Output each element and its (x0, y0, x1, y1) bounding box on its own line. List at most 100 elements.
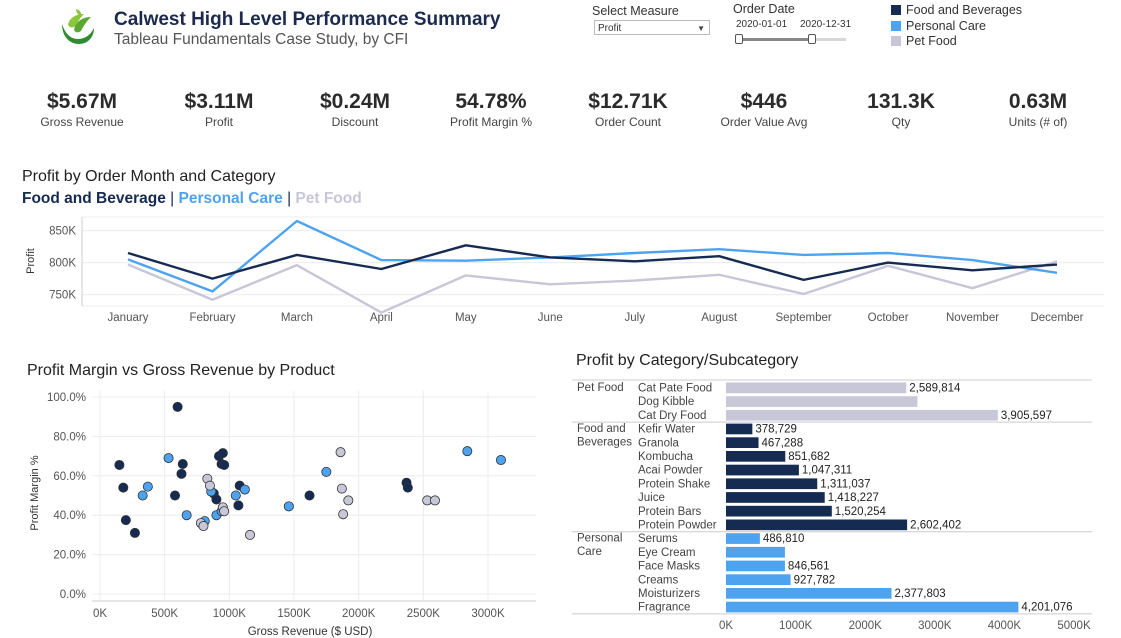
scatter-point[interactable] (495, 455, 506, 466)
scatter-point[interactable] (402, 482, 413, 493)
legend-label: Personal Care (906, 18, 986, 33)
scatter-point[interactable] (176, 468, 187, 479)
scatter-point[interactable] (219, 459, 230, 470)
kpi-card: 54.78% Profit Margin % (423, 90, 559, 129)
y-tick-label: 750K (49, 290, 76, 302)
subcategory-label: Dog Kibble (638, 396, 694, 408)
x-tick-label: 5000K (1057, 620, 1091, 632)
y-tick-label: 40.0% (53, 510, 86, 522)
x-tick-label: 3000K (471, 608, 505, 620)
x-tick-label: December (1030, 312, 1083, 324)
scatter-point[interactable] (211, 494, 222, 505)
legend-item[interactable]: Food and Beverages (891, 3, 1022, 17)
scatter-point[interactable] (230, 490, 241, 501)
x-tick-label: 1000K (779, 620, 813, 632)
subcategory-label: Fragrance (638, 602, 690, 614)
x-tick-label: 3000K (918, 620, 952, 632)
kpi-value: $5.67M (46, 90, 118, 113)
bar[interactable] (726, 464, 799, 476)
order-date-label: Order Date (733, 2, 795, 16)
bar[interactable] (726, 505, 832, 517)
scatter-point[interactable] (219, 506, 230, 517)
bar[interactable] (726, 588, 892, 599)
kpi-value: $3.11M (184, 90, 254, 113)
scatter-point[interactable] (177, 458, 188, 469)
legend-food-and-beverage[interactable]: Food and Beverage (22, 190, 166, 207)
bar[interactable] (726, 533, 760, 544)
bar[interactable] (726, 574, 791, 585)
scatter-point[interactable] (304, 490, 315, 501)
scatter-point[interactable] (321, 466, 332, 477)
kpi-card: $3.11M Profit (151, 90, 287, 129)
series-line[interactable] (127, 219, 1058, 293)
y-tick-label: 850K (49, 226, 76, 238)
bar[interactable] (726, 396, 918, 407)
group-label: Pet Food (577, 382, 624, 394)
series-line[interactable] (127, 260, 1058, 314)
x-tick-label: November (946, 312, 999, 324)
scatter-point[interactable] (245, 529, 256, 540)
measure-select-value: Profit (598, 23, 622, 34)
scatter-point[interactable] (338, 509, 349, 520)
bar[interactable] (726, 560, 785, 572)
bar[interactable] (726, 382, 907, 394)
scatter-point[interactable] (170, 490, 181, 501)
bar[interactable] (726, 451, 786, 462)
date-slider-start-handle[interactable] (735, 34, 743, 44)
date-end-text: 2020-12-31 (800, 19, 852, 30)
bar[interactable] (726, 423, 753, 435)
kpi-label: Gross Revenue (40, 115, 124, 129)
bar-value-label: 851,682 (788, 451, 830, 463)
subcategory-label: Cat Dry Food (638, 410, 706, 422)
bar-value-label: 378,729 (755, 424, 797, 436)
scatter-point[interactable] (198, 521, 209, 532)
x-tick-label: July (625, 312, 646, 324)
bar[interactable] (726, 492, 825, 503)
bar[interactable] (726, 546, 785, 558)
scatter-point[interactable] (343, 495, 354, 506)
kpi-value: $12.71K (588, 90, 668, 113)
kpi-card: $5.67M Gross Revenue (14, 90, 150, 129)
scatter-point[interactable] (129, 527, 140, 538)
subcategory-label: Moisturizers (638, 588, 700, 600)
kpi-label: Discount (331, 115, 379, 129)
scatter-point[interactable] (462, 446, 473, 457)
scatter-point[interactable] (429, 495, 440, 506)
scatter-point[interactable] (336, 483, 347, 494)
legend-item[interactable]: Personal Care (891, 19, 986, 33)
bar[interactable] (726, 519, 908, 531)
x-tick-label: 2000K (849, 620, 883, 632)
legend-pet-food[interactable]: Pet Food (295, 190, 362, 207)
scatter-point[interactable] (283, 501, 294, 512)
bar[interactable] (726, 478, 818, 490)
measure-select[interactable]: Profit ▼ (594, 20, 710, 35)
x-tick-label: 1000K (213, 608, 247, 620)
scatter-point[interactable] (181, 510, 192, 521)
legend-separator: | (170, 190, 175, 207)
scatter-point[interactable] (114, 459, 125, 470)
bar-value-label: 927,782 (794, 574, 836, 586)
scatter-point[interactable] (172, 401, 183, 412)
scatter-point[interactable] (142, 481, 153, 492)
scatter-point[interactable] (204, 480, 215, 491)
x-tick-label: October (868, 312, 909, 324)
date-slider-end-handle[interactable] (808, 34, 816, 44)
kpi-label: Order Value Avg (720, 115, 808, 129)
scatter-point[interactable] (118, 482, 129, 493)
legend-item[interactable]: Pet Food (891, 34, 957, 48)
bar[interactable] (726, 601, 1019, 613)
scatter-point[interactable] (217, 448, 228, 459)
scatter-point[interactable] (335, 447, 346, 458)
y-tick-label: 0.0% (60, 589, 86, 601)
x-tick-label: May (455, 312, 477, 324)
scatter-point[interactable] (233, 500, 244, 511)
scatter-point[interactable] (163, 453, 174, 464)
scatter-point[interactable] (137, 490, 148, 501)
bar[interactable] (726, 437, 759, 448)
scatter-point[interactable] (120, 515, 131, 526)
scatter-point[interactable] (239, 484, 250, 495)
subcategory-label: Creams (638, 574, 679, 586)
legend-personal-care[interactable]: Personal Care (178, 190, 283, 207)
series-line[interactable] (127, 244, 1058, 282)
bar[interactable] (726, 409, 998, 421)
